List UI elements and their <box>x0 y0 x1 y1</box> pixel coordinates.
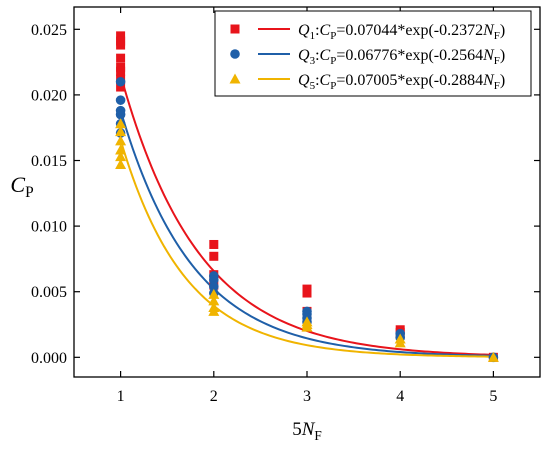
legend-label-q5: Q5:CP=0.07005*exp(-0.2884NF) <box>298 72 505 92</box>
x-tick-label: 1 <box>117 388 125 405</box>
point-q1 <box>209 251 219 261</box>
y-tick-label: 0.015 <box>31 153 67 170</box>
point-q5 <box>487 351 499 362</box>
legend: Q1:CP=0.07044*exp(-0.2372NF) Q3:CP=0.0677… <box>214 10 532 97</box>
y-tick-label: 0.000 <box>31 350 67 367</box>
data-points <box>115 31 499 363</box>
point-q3 <box>209 275 219 285</box>
point-q3 <box>115 95 126 105</box>
point-q1 <box>302 288 312 298</box>
point-q3 <box>115 76 126 87</box>
point-q3 <box>209 281 219 292</box>
point-q5 <box>115 126 127 137</box>
point-q3 <box>115 109 126 120</box>
x-tick-label: 2 <box>210 388 218 405</box>
y-axis-label: CP <box>10 172 33 201</box>
point-q1 <box>116 66 126 76</box>
point-q1 <box>116 40 126 50</box>
point-q5 <box>394 337 406 348</box>
point-q5 <box>301 321 313 332</box>
point-q1 <box>209 239 219 249</box>
point-q5 <box>115 118 127 129</box>
legend-marker-q3 <box>230 49 240 59</box>
x-tick-label: 3 <box>303 388 311 405</box>
point-q5 <box>115 144 127 155</box>
x-tick-label: 4 <box>396 388 404 405</box>
legend-marker-q1 <box>230 24 240 34</box>
y-tick-label: 0.010 <box>31 219 67 236</box>
legend-label-q3: Q3:CP=0.06776*exp(-0.2564NF) <box>298 47 505 67</box>
point-q5 <box>115 135 127 146</box>
point-q5 <box>208 305 220 316</box>
legend-marker-q5 <box>229 73 241 84</box>
x-tick-label: 5 <box>489 388 497 405</box>
point-q1 <box>116 82 126 92</box>
x-axis-label: 5NF <box>292 419 322 443</box>
legend-label-q1: Q1:CP=0.07044*exp(-0.2372NF) <box>298 22 505 42</box>
y-tick-label: 0.005 <box>31 284 67 301</box>
y-axis: 0.000 0.005 0.010 0.015 0.020 0.025 <box>31 22 540 367</box>
fit-curve-q5 <box>119 139 494 358</box>
point-q1 <box>116 31 126 41</box>
point-q5 <box>115 151 127 162</box>
y-tick-label: 0.025 <box>31 22 67 39</box>
fit-curve-q3 <box>119 110 494 357</box>
y-tick-label: 0.020 <box>31 87 67 104</box>
point-q5 <box>208 295 220 306</box>
point-q1 <box>116 53 126 63</box>
point-q5 <box>208 288 220 299</box>
point-q5 <box>115 158 127 169</box>
